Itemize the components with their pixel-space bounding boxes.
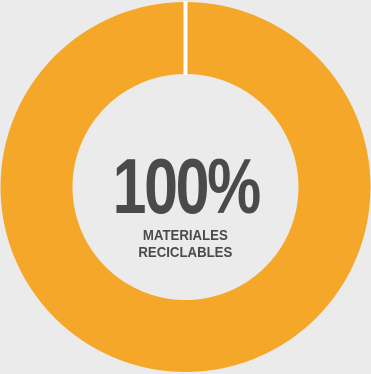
donut-chart xyxy=(0,1,371,373)
donut-slice-0 xyxy=(0,2,371,373)
donut-slices xyxy=(0,2,371,373)
